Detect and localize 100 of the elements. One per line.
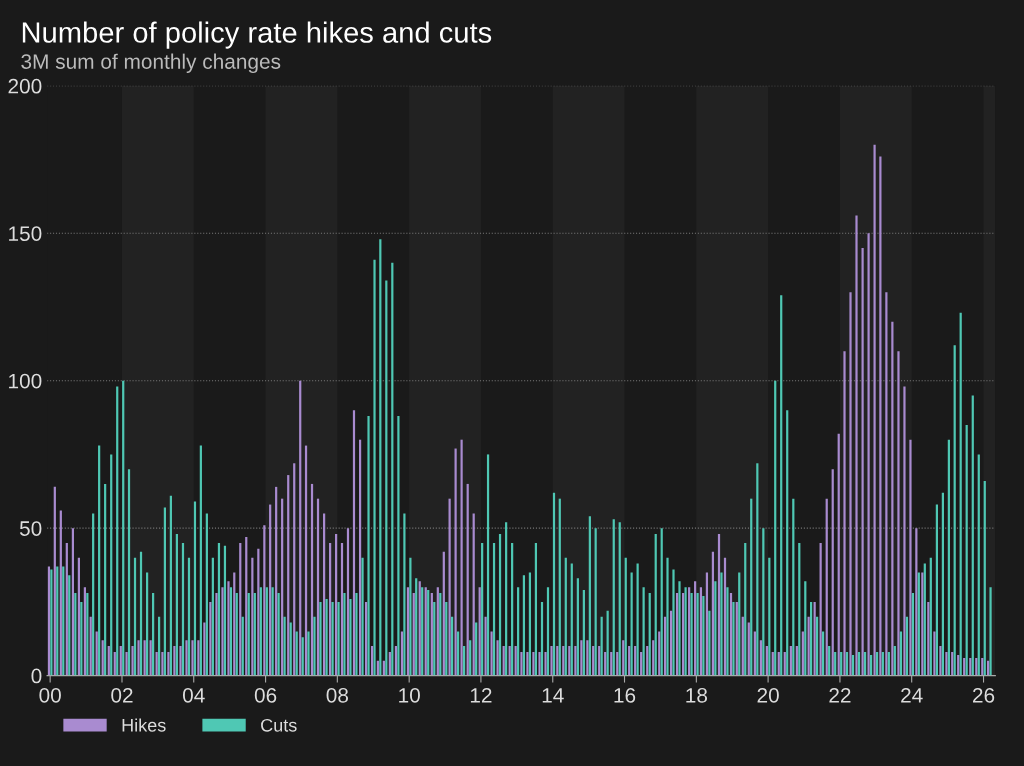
bar xyxy=(720,572,723,676)
y-tick-label: 0 xyxy=(31,668,42,684)
bar xyxy=(612,519,615,676)
bar xyxy=(756,463,759,676)
bar xyxy=(738,572,741,676)
bar xyxy=(911,593,915,676)
bar xyxy=(472,513,475,676)
bar xyxy=(101,640,104,676)
bar xyxy=(965,424,968,676)
bar xyxy=(152,593,155,676)
bar xyxy=(95,631,98,676)
bar xyxy=(897,351,900,676)
bar xyxy=(705,572,709,676)
bar xyxy=(379,239,382,676)
bar xyxy=(259,587,262,676)
bar xyxy=(903,386,906,676)
bar xyxy=(92,513,95,676)
bar xyxy=(711,551,715,676)
bar xyxy=(400,631,404,676)
bar xyxy=(215,593,218,676)
bar xyxy=(169,495,172,676)
bar xyxy=(804,581,807,676)
x-tick-label: 22 xyxy=(829,687,851,703)
bar xyxy=(227,581,230,676)
bar xyxy=(373,259,376,676)
bar xyxy=(947,439,950,676)
bar xyxy=(564,557,567,676)
bar xyxy=(436,587,439,676)
bar xyxy=(744,542,747,676)
bar xyxy=(971,395,974,676)
bar xyxy=(726,587,729,676)
bar xyxy=(570,563,573,676)
bar xyxy=(355,593,358,676)
bar xyxy=(658,631,661,676)
bar xyxy=(439,593,442,676)
x-tick-label: 26 xyxy=(973,687,995,703)
bar xyxy=(125,652,128,676)
bar xyxy=(412,593,415,676)
bar xyxy=(323,513,326,676)
bar xyxy=(331,601,334,676)
bar xyxy=(53,486,56,676)
bar xyxy=(167,652,170,676)
bar xyxy=(56,566,59,676)
bar xyxy=(187,557,191,676)
bar xyxy=(233,572,236,676)
bar xyxy=(618,522,621,676)
bar xyxy=(786,410,789,676)
bar xyxy=(335,534,338,676)
bar xyxy=(546,587,550,676)
bar xyxy=(313,616,316,676)
bar xyxy=(316,498,320,676)
bar xyxy=(251,557,254,676)
bar xyxy=(873,144,876,676)
x-tick-label: 10 xyxy=(399,687,420,703)
bar xyxy=(574,646,577,676)
bar xyxy=(729,593,733,676)
bar xyxy=(104,483,107,676)
bar xyxy=(466,483,469,676)
bar xyxy=(205,513,208,676)
bar xyxy=(678,581,681,676)
bar xyxy=(295,631,298,676)
bar xyxy=(690,593,693,676)
bar xyxy=(538,652,541,676)
bar xyxy=(780,295,783,676)
bar xyxy=(403,513,406,676)
bar xyxy=(277,593,280,676)
bar xyxy=(522,575,526,676)
bar xyxy=(929,557,932,676)
bar xyxy=(397,416,400,676)
bar xyxy=(717,534,721,676)
bar xyxy=(594,528,597,676)
bar xyxy=(642,587,645,676)
bar xyxy=(229,587,233,676)
bar xyxy=(352,410,356,676)
bar xyxy=(861,247,864,676)
bar xyxy=(885,292,888,676)
bar xyxy=(469,640,472,676)
bar xyxy=(191,640,194,676)
bar xyxy=(624,557,627,676)
x-tick-label: 06 xyxy=(254,687,277,703)
bar xyxy=(149,640,152,676)
bar xyxy=(163,507,166,676)
y-tick-label: 200 xyxy=(8,78,42,94)
x-tick-label: 08 xyxy=(326,687,349,703)
bar xyxy=(768,557,771,676)
bar xyxy=(367,416,370,676)
bar xyxy=(606,610,609,676)
bar xyxy=(517,587,520,676)
bar xyxy=(122,380,125,676)
bar xyxy=(211,557,214,676)
bar xyxy=(478,587,481,676)
bar xyxy=(528,572,532,676)
bar xyxy=(454,448,457,676)
bar xyxy=(843,351,846,676)
x-tick-label: 04 xyxy=(182,687,205,703)
bar xyxy=(809,601,813,676)
bar xyxy=(699,587,703,676)
bar xyxy=(481,542,484,676)
bar xyxy=(654,534,657,676)
bar xyxy=(86,593,89,676)
